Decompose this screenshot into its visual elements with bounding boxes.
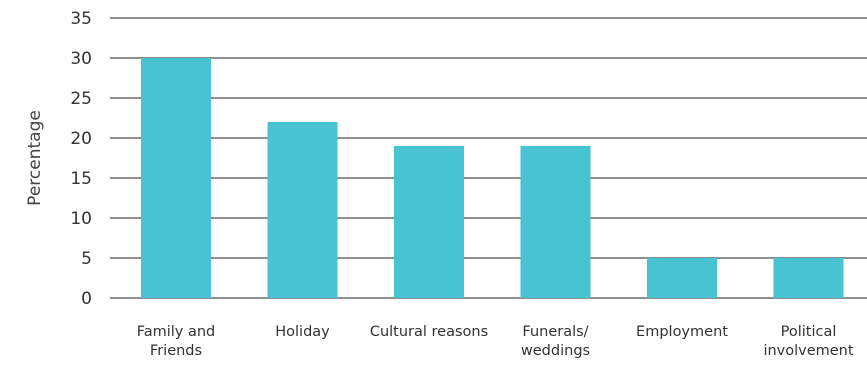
- x-category-label: involvement: [763, 343, 853, 359]
- x-category-label: weddings: [521, 343, 590, 359]
- y-tick-label: 5: [81, 249, 92, 269]
- y-tick-label: 20: [70, 129, 92, 149]
- bar: [394, 146, 464, 298]
- y-tick-label: 25: [70, 89, 92, 109]
- x-category-labels: Family and Friends Holiday Cultural reasons…: [137, 324, 854, 359]
- x-category-label: Holiday: [275, 324, 330, 340]
- y-tick-label: 15: [70, 169, 92, 189]
- y-axis-label: Percentage: [25, 110, 45, 206]
- x-category-label: Political: [781, 324, 837, 340]
- x-category-label: Friends: [150, 343, 202, 359]
- y-tick-label: 35: [70, 9, 92, 29]
- x-category-label: Funerals/: [522, 324, 588, 340]
- x-category-label: Family and: [137, 324, 216, 340]
- bar: [773, 258, 844, 298]
- y-tick-label: 0: [81, 289, 92, 309]
- gridlines: [110, 17, 867, 299]
- x-category-label: Employment: [636, 324, 728, 340]
- y-tick-label: 30: [70, 49, 92, 69]
- y-tick-labels: 0 5 10 15 20 25 30 35: [70, 9, 92, 309]
- bars: [141, 58, 844, 298]
- bar: [267, 122, 338, 298]
- bar: [141, 58, 211, 298]
- y-tick-label: 10: [70, 209, 92, 229]
- bar: [520, 146, 591, 298]
- x-category-label: Cultural reasons: [370, 324, 488, 340]
- bar: [647, 258, 717, 298]
